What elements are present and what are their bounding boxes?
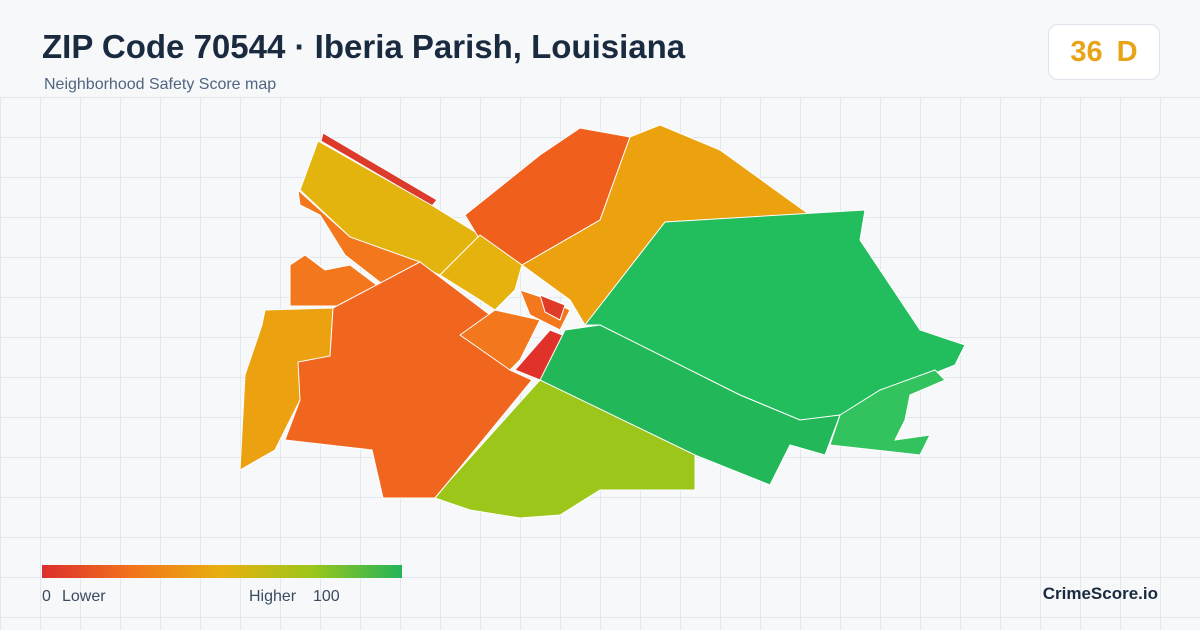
legend-min: 0 — [42, 588, 51, 605]
legend-max: 100 — [313, 588, 340, 605]
area — [434, 379, 696, 519]
subtitle: Neighborhood Safety Score map — [44, 76, 277, 93]
area — [829, 369, 946, 456]
area — [539, 294, 566, 321]
score: 36 — [1070, 35, 1103, 68]
area — [459, 309, 541, 371]
area — [439, 234, 523, 311]
brand: CrimeScore.io — [1042, 584, 1158, 603]
title: ZIP Code 70544 · Iberia Parish, Louisian… — [42, 28, 686, 65]
area — [297, 188, 421, 291]
header: ZIP Code 70544 · Iberia Parish, Louisian… — [0, 0, 1200, 97]
legend-max-label: Higher — [249, 588, 297, 605]
score-badge: 36 D — [1048, 24, 1160, 80]
legend-gradient — [42, 565, 402, 578]
grade: D — [1116, 35, 1138, 68]
legend-min-label: Lower — [62, 588, 106, 605]
area — [521, 124, 812, 326]
